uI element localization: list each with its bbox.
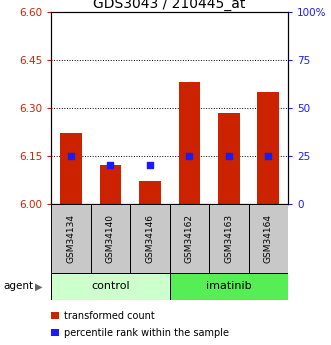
Bar — [51, 273, 169, 300]
Text: GSM34164: GSM34164 — [264, 214, 273, 263]
Bar — [258, 92, 279, 204]
Text: percentile rank within the sample: percentile rank within the sample — [64, 328, 228, 338]
Text: agent: agent — [3, 282, 33, 291]
Text: ▶: ▶ — [35, 282, 42, 291]
Bar — [249, 204, 288, 273]
Bar — [169, 273, 288, 300]
Title: GDS3043 / 210445_at: GDS3043 / 210445_at — [93, 0, 246, 11]
Point — [69, 153, 74, 158]
Point — [187, 153, 192, 158]
Point — [226, 153, 231, 158]
Text: GSM34162: GSM34162 — [185, 214, 194, 263]
Bar — [51, 204, 91, 273]
Text: GSM34146: GSM34146 — [145, 214, 155, 263]
Bar — [130, 204, 169, 273]
Bar — [169, 204, 209, 273]
Text: GSM34163: GSM34163 — [224, 214, 233, 263]
Bar — [218, 112, 240, 204]
Point — [147, 162, 153, 168]
Bar — [209, 204, 249, 273]
Bar — [178, 82, 200, 204]
Text: imatinib: imatinib — [206, 282, 252, 291]
Text: GSM34140: GSM34140 — [106, 214, 115, 263]
Point — [108, 162, 113, 168]
Point — [265, 153, 271, 158]
Bar — [139, 181, 161, 204]
Bar — [60, 134, 82, 204]
Text: transformed count: transformed count — [64, 311, 154, 321]
Bar — [91, 204, 130, 273]
Text: control: control — [91, 282, 130, 291]
Text: GSM34134: GSM34134 — [67, 214, 75, 263]
Bar — [100, 165, 121, 204]
